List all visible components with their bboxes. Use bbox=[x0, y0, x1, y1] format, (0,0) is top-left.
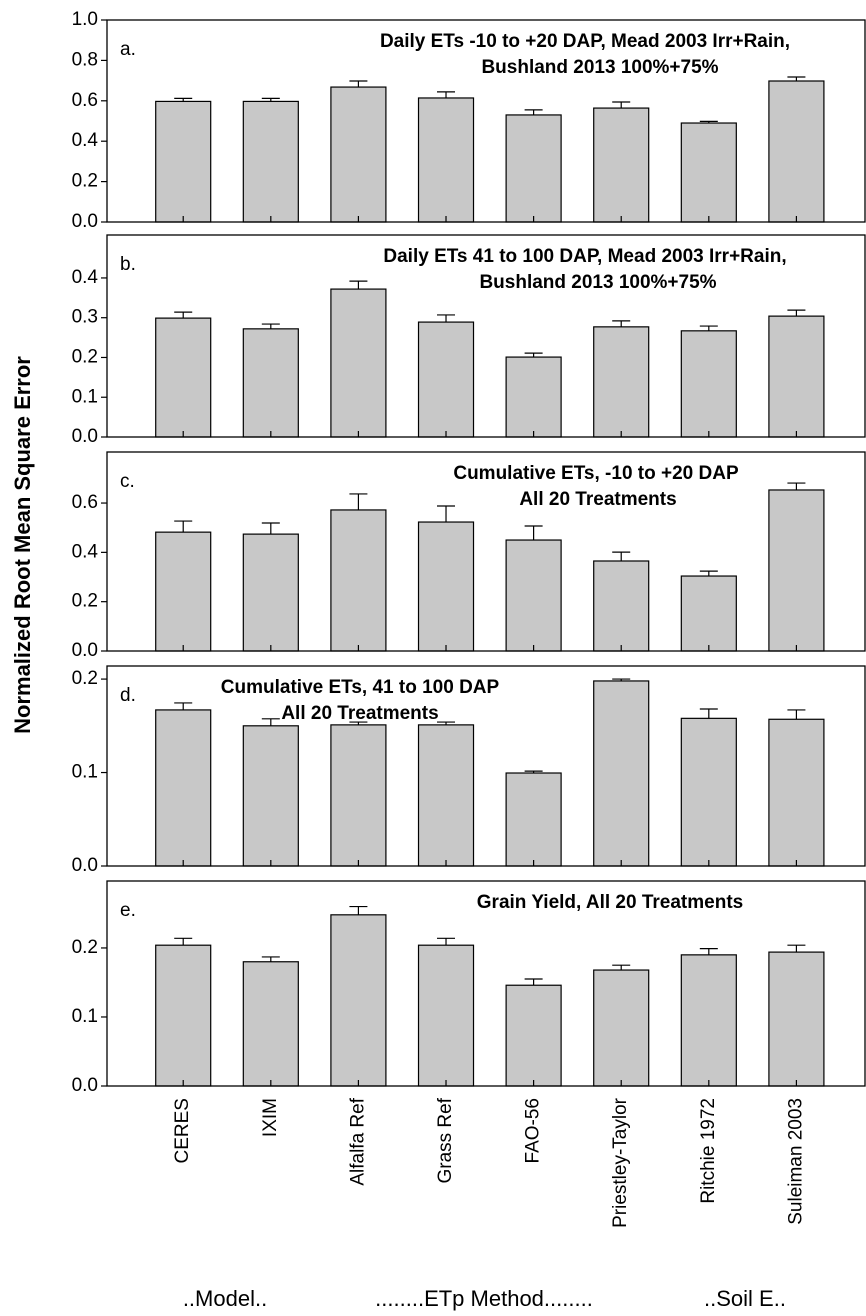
bar bbox=[505, 356, 562, 438]
panel-label: d. bbox=[120, 685, 136, 706]
plot-frame bbox=[106, 665, 866, 867]
bar bbox=[417, 97, 475, 223]
y-tick-label: 0.6 bbox=[72, 90, 98, 111]
group-label: ........ETp Method........ bbox=[375, 1286, 593, 1311]
y-tick-label: 0.2 bbox=[72, 668, 98, 689]
bar bbox=[680, 575, 737, 652]
bar bbox=[593, 969, 650, 1087]
y-tick-label: 0.0 bbox=[72, 855, 98, 876]
plot-frame bbox=[106, 880, 866, 1087]
bar bbox=[155, 100, 212, 223]
y-tick-label: 0.3 bbox=[72, 307, 98, 328]
x-tick-label: IXIM bbox=[260, 1098, 281, 1137]
bar bbox=[768, 489, 825, 652]
bar bbox=[242, 533, 299, 652]
bar bbox=[768, 80, 825, 223]
y-tick-label: 0.2 bbox=[72, 937, 98, 958]
panel-title: Bushland 2013 100%+75% bbox=[481, 57, 718, 78]
bar bbox=[768, 951, 825, 1087]
panel-title: All 20 Treatments bbox=[519, 489, 676, 510]
x-tick-label: Alfalfa Ref bbox=[347, 1097, 368, 1185]
plot-frame bbox=[106, 234, 866, 438]
bar bbox=[680, 954, 737, 1087]
panel-label: e. bbox=[120, 900, 136, 921]
bar bbox=[505, 114, 562, 223]
y-tick-label: 0.4 bbox=[72, 130, 99, 151]
bar bbox=[680, 717, 737, 867]
bar bbox=[242, 961, 299, 1087]
x-tick-label: Ritchie 1972 bbox=[698, 1098, 719, 1204]
bar bbox=[417, 724, 475, 867]
y-tick-label: 0.2 bbox=[72, 171, 98, 192]
bar bbox=[680, 330, 737, 438]
bar bbox=[330, 914, 387, 1087]
y-tick-label: 0.1 bbox=[72, 1006, 98, 1027]
panel-label: a. bbox=[120, 39, 136, 60]
bar bbox=[242, 328, 299, 438]
bar bbox=[330, 288, 387, 438]
y-tick-label: 0.0 bbox=[72, 211, 98, 232]
bar bbox=[155, 944, 212, 1087]
group-label: ..Soil E.. bbox=[704, 1286, 786, 1311]
y-tick-label: 1.0 bbox=[72, 9, 98, 30]
y-tick-label: 0.0 bbox=[72, 1075, 98, 1096]
plot-frame bbox=[106, 19, 866, 223]
bar bbox=[593, 107, 650, 223]
bar bbox=[768, 718, 825, 867]
panel-title: Cumulative ETs, -10 to +20 DAP bbox=[453, 463, 739, 484]
bar bbox=[417, 321, 475, 438]
y-tick-label: 0.1 bbox=[72, 386, 98, 407]
x-tick-label: CERES bbox=[172, 1098, 193, 1163]
plot-frame bbox=[106, 451, 866, 652]
y-tick-label: 0.4 bbox=[72, 267, 99, 288]
panel-title: Daily ETs -10 to +20 DAP, Mead 2003 Irr+… bbox=[380, 31, 790, 52]
y-tick-label: 0.6 bbox=[72, 492, 98, 513]
panel-title: Grain Yield, All 20 Treatments bbox=[477, 892, 743, 913]
y-tick-label: 0.4 bbox=[72, 541, 99, 562]
y-axis-label: Normalized Root Mean Square Error bbox=[10, 356, 35, 734]
bar bbox=[680, 122, 737, 223]
bar bbox=[155, 531, 212, 652]
bar bbox=[505, 539, 562, 652]
x-tick-label: Grass Ref bbox=[435, 1097, 456, 1183]
bar bbox=[593, 560, 650, 652]
bar bbox=[242, 100, 299, 223]
bar bbox=[330, 86, 387, 223]
y-tick-label: 0.8 bbox=[72, 49, 98, 70]
panel-title: Cumulative ETs, 41 to 100 DAP bbox=[221, 677, 500, 698]
y-tick-label: 0.0 bbox=[72, 426, 98, 447]
bar bbox=[593, 680, 650, 867]
bar bbox=[330, 509, 387, 652]
bar bbox=[417, 521, 475, 652]
y-tick-label: 0.2 bbox=[72, 346, 98, 367]
bar bbox=[417, 944, 475, 1087]
panel-title: Daily ETs 41 to 100 DAP, Mead 2003 Irr+R… bbox=[383, 246, 786, 267]
x-tick-label: Suleiman 2003 bbox=[785, 1098, 806, 1225]
group-label: ..Model.. bbox=[183, 1286, 267, 1311]
bar bbox=[155, 317, 212, 438]
bar bbox=[505, 984, 562, 1087]
y-tick-label: 0.2 bbox=[72, 591, 98, 612]
bar bbox=[768, 315, 825, 438]
x-tick-label: Priestley-Taylor bbox=[610, 1097, 631, 1228]
bar bbox=[330, 724, 387, 867]
panel-label: b. bbox=[120, 254, 136, 275]
bar bbox=[242, 725, 299, 867]
y-tick-label: 0.0 bbox=[72, 640, 98, 661]
panel-title: All 20 Treatments bbox=[281, 703, 438, 724]
panel-title: Bushland 2013 100%+75% bbox=[479, 272, 716, 293]
bar bbox=[593, 326, 650, 438]
y-tick-label: 0.1 bbox=[72, 762, 98, 783]
x-tick-label: FAO-56 bbox=[523, 1098, 544, 1163]
bar bbox=[155, 709, 212, 867]
panel-label: c. bbox=[120, 471, 135, 492]
bar bbox=[505, 772, 562, 867]
